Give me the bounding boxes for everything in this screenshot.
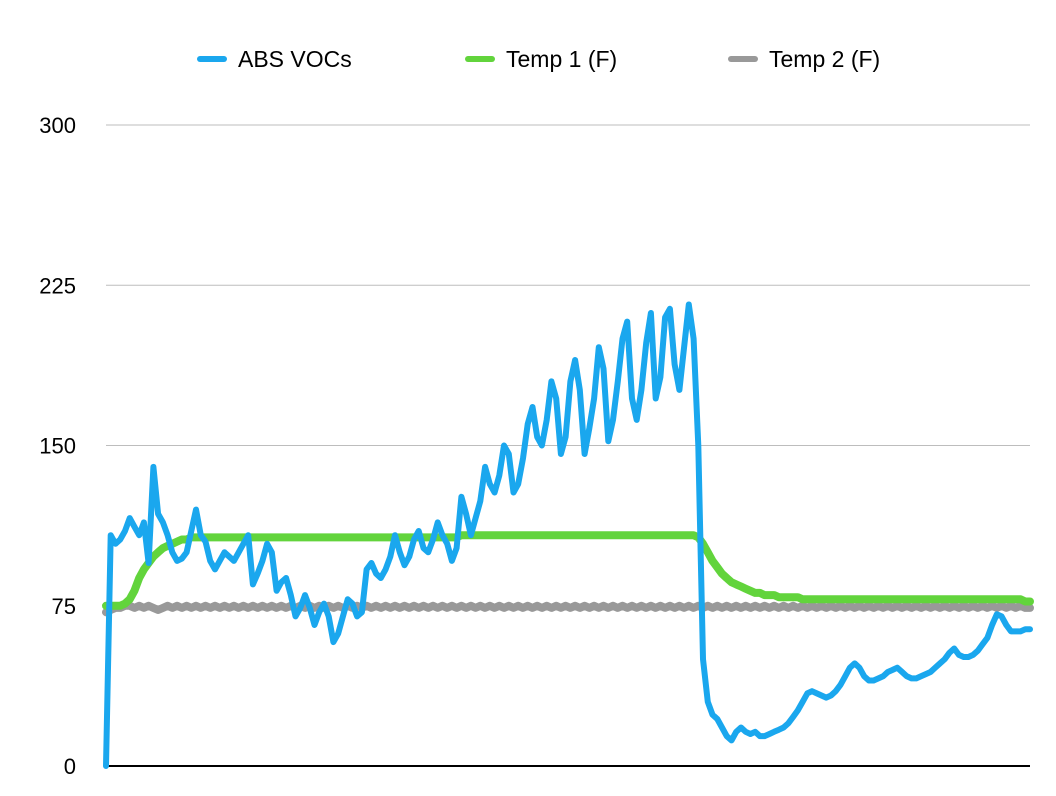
series-line-2 — [102, 531, 1034, 610]
y-tick-label: 0 — [64, 754, 76, 779]
legend-label: Temp 2 (F) — [769, 46, 880, 72]
y-tick-label: 300 — [39, 113, 76, 138]
series-line-1 — [103, 301, 1033, 769]
y-tick-label: 150 — [39, 434, 76, 459]
y-axis: 0 75 150 225 300 — [39, 113, 76, 779]
y-tick-label: 75 — [52, 594, 76, 619]
legend-label: ABS VOCs — [238, 46, 352, 72]
series-line-3 — [102, 601, 1034, 617]
legend: ABS VOCs Temp 1 (F) Temp 2 (F) — [197, 46, 880, 72]
y-tick-label: 225 — [39, 273, 76, 298]
series-lines — [102, 301, 1034, 769]
legend-label: Temp 1 (F) — [506, 46, 617, 72]
